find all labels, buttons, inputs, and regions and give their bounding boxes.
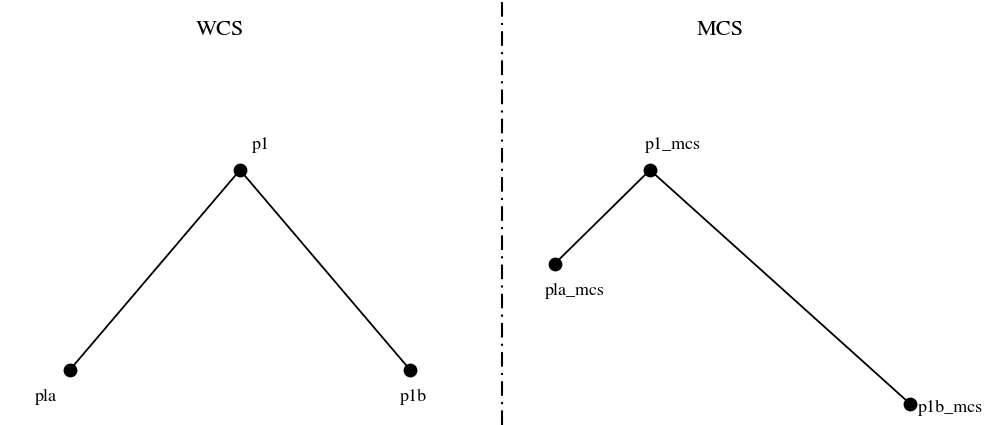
Point [642,167,658,173]
Text: p1_mcs: p1_mcs [645,137,701,153]
Point [232,167,248,173]
Text: WCS: WCS [196,20,244,40]
Text: pla_mcs: pla_mcs [545,283,605,299]
Point [402,366,418,373]
Text: p1: p1 [252,137,270,153]
Text: p1b: p1b [400,389,427,405]
Text: pla: pla [35,389,57,405]
Point [547,260,563,267]
Point [902,400,918,407]
Text: MCS: MCS [696,20,744,40]
Point [62,366,78,373]
Text: p1b_mcs: p1b_mcs [918,400,983,416]
